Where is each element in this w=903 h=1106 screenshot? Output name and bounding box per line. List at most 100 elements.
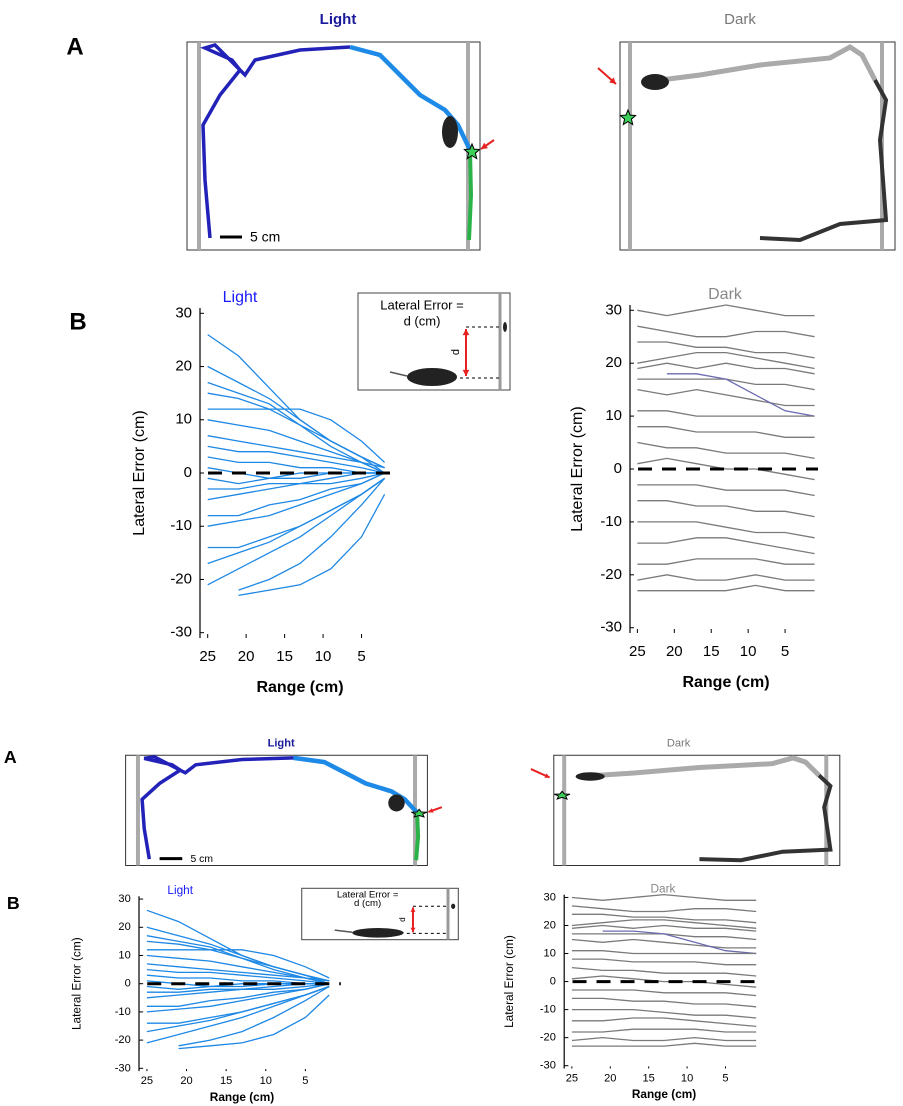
path-light [293,755,419,815]
x-tick-label: 15 [643,1072,655,1084]
trajectory-line [637,484,815,497]
trajectory-line [146,954,330,985]
trajectory-line [571,919,757,929]
mouse [575,772,605,781]
trajectory-line [146,940,330,982]
trajectory-line [178,994,330,1050]
x-axis-label: Range (cm) [210,1090,274,1104]
mouse [442,116,458,148]
trajectory-line [207,392,385,469]
mouse [407,368,457,386]
x-tick-label: 20 [604,1072,616,1084]
arrow-head [544,773,550,778]
inset-text: d (cm) [404,313,441,328]
trajectory-line [637,584,815,592]
y-tick-label: -10 [115,1006,131,1018]
chart-title: Light [223,289,258,306]
y-tick-label: 20 [605,354,622,371]
x-tick-label: 25 [141,1075,153,1087]
trajectory-line [637,351,815,370]
trajectory-line [571,938,757,949]
trajectory-line [637,325,815,338]
mouse-tail [334,929,353,934]
y-axis-label: Lateral Error (cm) [69,937,83,1030]
x-tick-label: 25 [629,643,646,660]
trajectory-line [637,558,815,565]
trajectory-line [571,989,757,997]
arrow-head [609,77,616,84]
trajectory-line [637,500,815,518]
y-tick-label: -20 [540,1032,556,1044]
panel-label: A [4,747,17,767]
y-tick-label: -20 [115,1034,131,1046]
target-star [411,808,428,818]
y-tick-label: 0 [550,976,556,988]
trajectory-line [571,997,757,1008]
y-tick-label: 10 [605,407,622,424]
trajectory-line [207,456,385,474]
y-tick-label: 30 [544,891,556,903]
x-axis-label: Range (cm) [632,1087,696,1101]
trajectory-line [146,935,330,985]
trajectory-line [637,388,815,407]
trajectory-line [637,341,815,359]
trajectory-line [207,472,385,501]
y-tick-label: -30 [540,1060,556,1072]
arrow-head [410,927,416,933]
arena [553,754,841,867]
path-dark [199,43,351,239]
y-tick-label: 0 [125,978,131,990]
y-tick-label: 0 [614,460,622,477]
trajectory-line [178,985,330,1047]
y-tick-label: -10 [540,1004,556,1016]
trajectory-line [146,985,330,1044]
y-tick-label: -30 [115,1062,131,1074]
trajectory-line [571,1028,757,1033]
mouse-tail [389,371,408,377]
arena [186,41,481,251]
trajectory-line [146,949,330,979]
x-tick-label: 15 [220,1075,232,1087]
x-tick-label: 15 [276,648,293,665]
x-tick-label: 20 [238,648,255,665]
target-star [554,790,571,800]
x-tick-label: 5 [722,1072,728,1084]
path-dark [140,755,294,860]
trajectory-line [207,472,385,527]
path-dark [699,773,833,863]
y-tick-label: -20 [600,566,622,583]
x-tick-label: 10 [740,643,757,660]
chart-title: Light [167,883,193,897]
trajectory-line [637,441,815,460]
y-tick-label: -10 [600,513,622,530]
y-tick-label: -30 [600,619,622,636]
inset-text: Lateral Error = [380,297,463,312]
path-green [414,812,421,861]
mouse [503,322,507,332]
trajectory-line [571,1008,757,1019]
y-tick-label: 10 [118,949,130,961]
trajectory-line [571,924,757,932]
y-axis-label: Lateral Error (cm) [569,406,586,531]
trajectory-line [207,477,385,565]
arrow-head [410,907,416,912]
trajectory-line [602,930,757,955]
trajectory-line [146,983,330,1013]
trajectory-line [571,950,757,955]
y-tick-label: 0 [184,464,192,481]
trajectory-line [637,521,815,539]
target-star [619,108,637,126]
path-green [467,149,474,241]
trajectory-line [637,304,815,317]
arrow-head [481,142,488,149]
panel-title: Light [268,738,295,750]
panel-label: B [7,893,20,913]
x-tick-label: 5 [357,648,365,665]
trajectory-line [146,963,330,982]
trajectory-line [666,373,815,417]
mouse [388,794,405,812]
y-tick-label: -30 [170,624,192,641]
y-tick-label: 10 [544,947,556,959]
x-tick-label: 20 [666,643,683,660]
inset-d: d [450,349,462,355]
